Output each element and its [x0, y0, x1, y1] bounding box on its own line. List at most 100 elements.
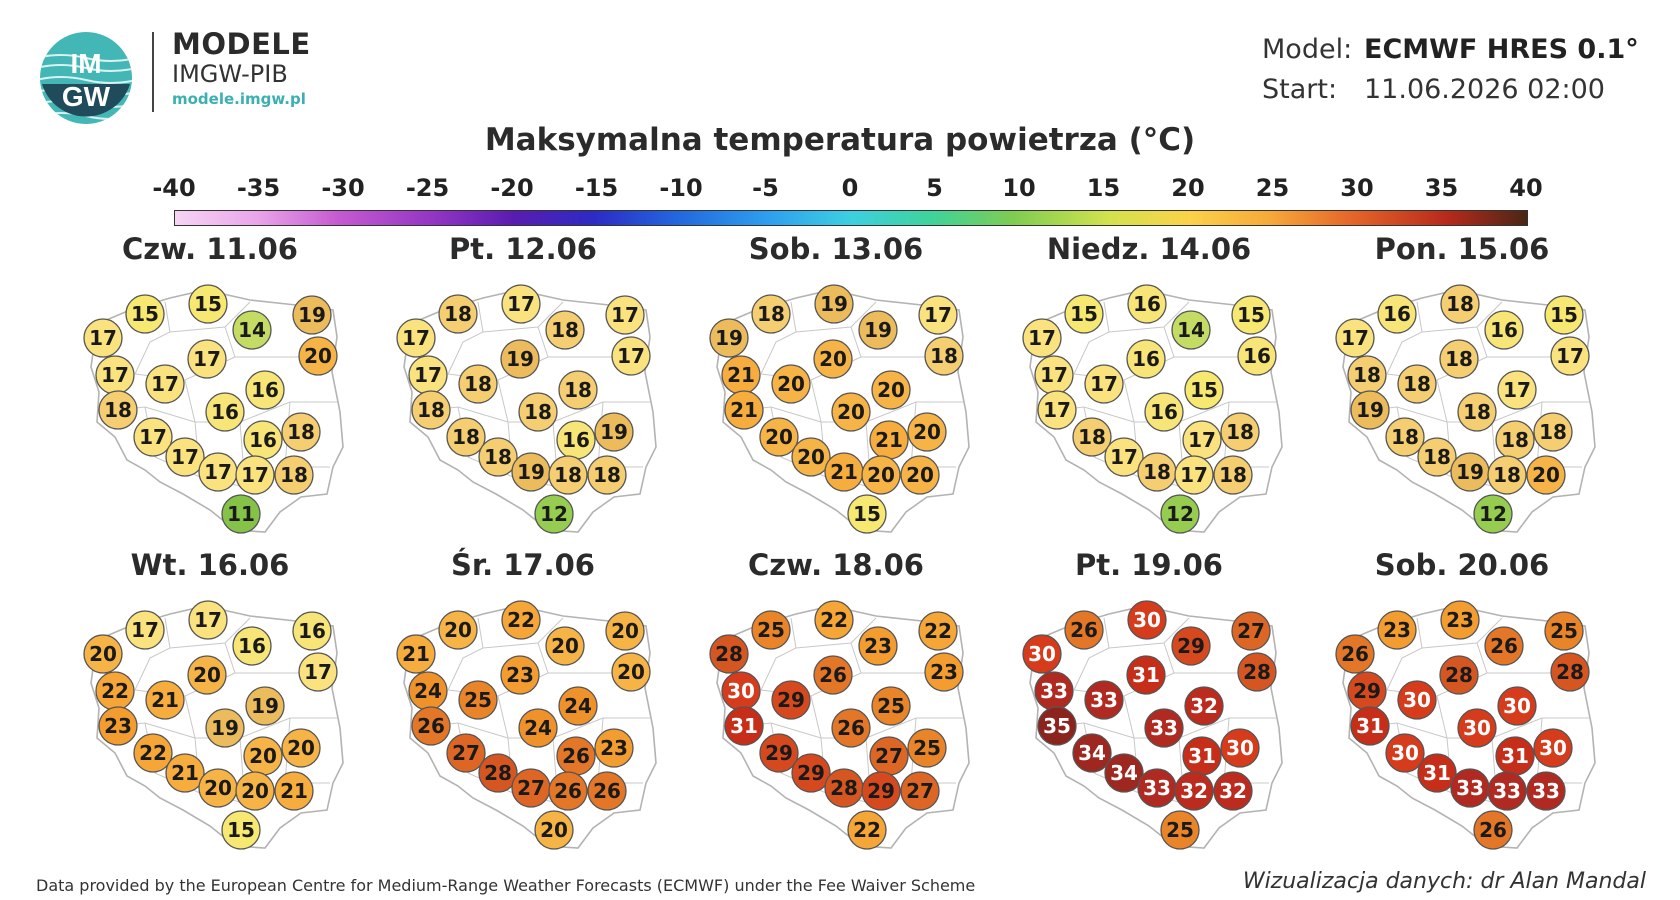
station-temp: 18: [484, 445, 512, 469]
station-temp: 20: [444, 618, 472, 642]
station-marker: 15: [221, 810, 261, 850]
station-dot: [594, 412, 634, 452]
station-temp: 33: [1150, 716, 1178, 740]
station-marker: 33: [1487, 771, 1527, 811]
station-marker: 30: [1533, 728, 1573, 768]
station-temp: 28: [484, 761, 512, 785]
station-temp: 34: [1078, 741, 1106, 765]
station-dot: [292, 295, 332, 335]
station-dot: [446, 733, 486, 773]
station-temp: 20: [241, 779, 269, 803]
station-dot: [125, 610, 165, 650]
station-temp: 18: [1493, 463, 1521, 487]
station-marker: 22: [501, 600, 541, 640]
station-temp: 17: [414, 363, 442, 387]
station-marker: 29: [759, 733, 799, 773]
panel-date: Czw. 18.06: [748, 548, 924, 582]
station-dot: [1022, 318, 1062, 358]
station-temp: 24: [564, 694, 592, 718]
station-marker: 18: [518, 392, 558, 432]
station-temp: 19: [517, 460, 545, 484]
start-label: Start:: [1262, 74, 1338, 105]
station-marker: 20: [831, 392, 871, 432]
station-temp: 26: [819, 663, 847, 687]
station-dot: [500, 655, 540, 695]
station-marker: 18: [458, 364, 498, 404]
station-dot: [861, 771, 901, 811]
station-temp: 20: [819, 347, 847, 371]
station-dot: [1487, 455, 1527, 495]
station-marker: 31: [1417, 753, 1457, 793]
station-temp: 25: [464, 688, 492, 712]
station-marker: 20: [1526, 455, 1566, 495]
station-temp: 18: [1446, 292, 1474, 316]
station-temp: 17: [151, 372, 179, 396]
station-marker: 15: [847, 494, 887, 534]
brand-name: MODELE: [172, 27, 311, 61]
station-temp: 20: [551, 634, 579, 658]
station-temp: 22: [139, 741, 167, 765]
station-marker: 19: [500, 339, 540, 379]
station-temp: 20: [877, 378, 905, 402]
station-dot: [1231, 611, 1271, 651]
station-temp: 17: [1188, 428, 1216, 452]
brand-url[interactable]: modele.imgw.pl: [172, 90, 306, 108]
station-temp: 16: [1243, 344, 1271, 368]
station-marker: 23: [1377, 610, 1417, 650]
station-temp: 29: [777, 688, 805, 712]
station-temp: 20: [1532, 463, 1560, 487]
data-credit: Data provided by the European Centre for…: [36, 876, 976, 895]
station-marker: 22: [95, 671, 135, 711]
station-dot: [558, 686, 598, 726]
station-marker: 17: [918, 295, 958, 335]
station-dot: [814, 284, 854, 324]
station-temp: 20: [89, 642, 117, 666]
station-marker: 20: [759, 417, 799, 457]
station-temp: 18: [564, 378, 592, 402]
colorbar-tick: -5: [752, 174, 779, 202]
colorbar-tick: 15: [1086, 174, 1121, 202]
station-dot: [232, 626, 272, 666]
region-border: [1073, 301, 1110, 375]
station-dot: [1104, 753, 1144, 793]
station-marker: 18: [587, 455, 627, 495]
station-dot: [501, 284, 541, 324]
station-dot: [438, 294, 478, 334]
station-marker: 20: [281, 728, 321, 768]
station-marker: 20: [235, 771, 275, 811]
station-marker: 18: [1397, 364, 1437, 404]
station-temp: 29: [1177, 634, 1205, 658]
station-dot: [1184, 370, 1224, 410]
station-dot: [709, 318, 749, 358]
station-dot: [1526, 455, 1566, 495]
station-temp: 12: [1479, 502, 1507, 526]
station-temp: 18: [464, 372, 492, 396]
panel-date: Wt. 16.06: [130, 548, 290, 582]
station-marker: 16: [292, 611, 332, 651]
station-temp: 33: [1456, 776, 1484, 800]
station-marker: 32: [1184, 686, 1224, 726]
station-marker: 16: [1377, 294, 1417, 334]
station-dot: [235, 455, 275, 495]
station-dot: [871, 686, 911, 726]
station-marker: 12: [1473, 494, 1513, 534]
station-marker: 12: [534, 494, 574, 534]
station-dot: [1457, 708, 1497, 748]
panel-date: Sob. 13.06: [748, 232, 924, 266]
station-temp: 30: [1463, 716, 1491, 740]
station-marker: 27: [511, 768, 551, 808]
station-temp: 18: [1463, 400, 1491, 424]
station-temp: 15: [853, 502, 881, 526]
station-dot: [145, 680, 185, 720]
station-dot: [611, 336, 651, 376]
station-marker: 16: [1237, 336, 1277, 376]
station-temp: 18: [1539, 420, 1567, 444]
station-marker: 28: [1439, 655, 1479, 695]
station-marker: 27: [1231, 611, 1271, 651]
region-border: [1386, 617, 1423, 691]
forecast-panel: Pt. 19.06 26 30 30 29 27 28 33 33 31 35 33 32 34 31 30 3…: [999, 548, 1299, 850]
station-dot: [751, 294, 791, 334]
station-temp: 23: [864, 634, 892, 658]
station-temp: 16: [1132, 347, 1160, 371]
